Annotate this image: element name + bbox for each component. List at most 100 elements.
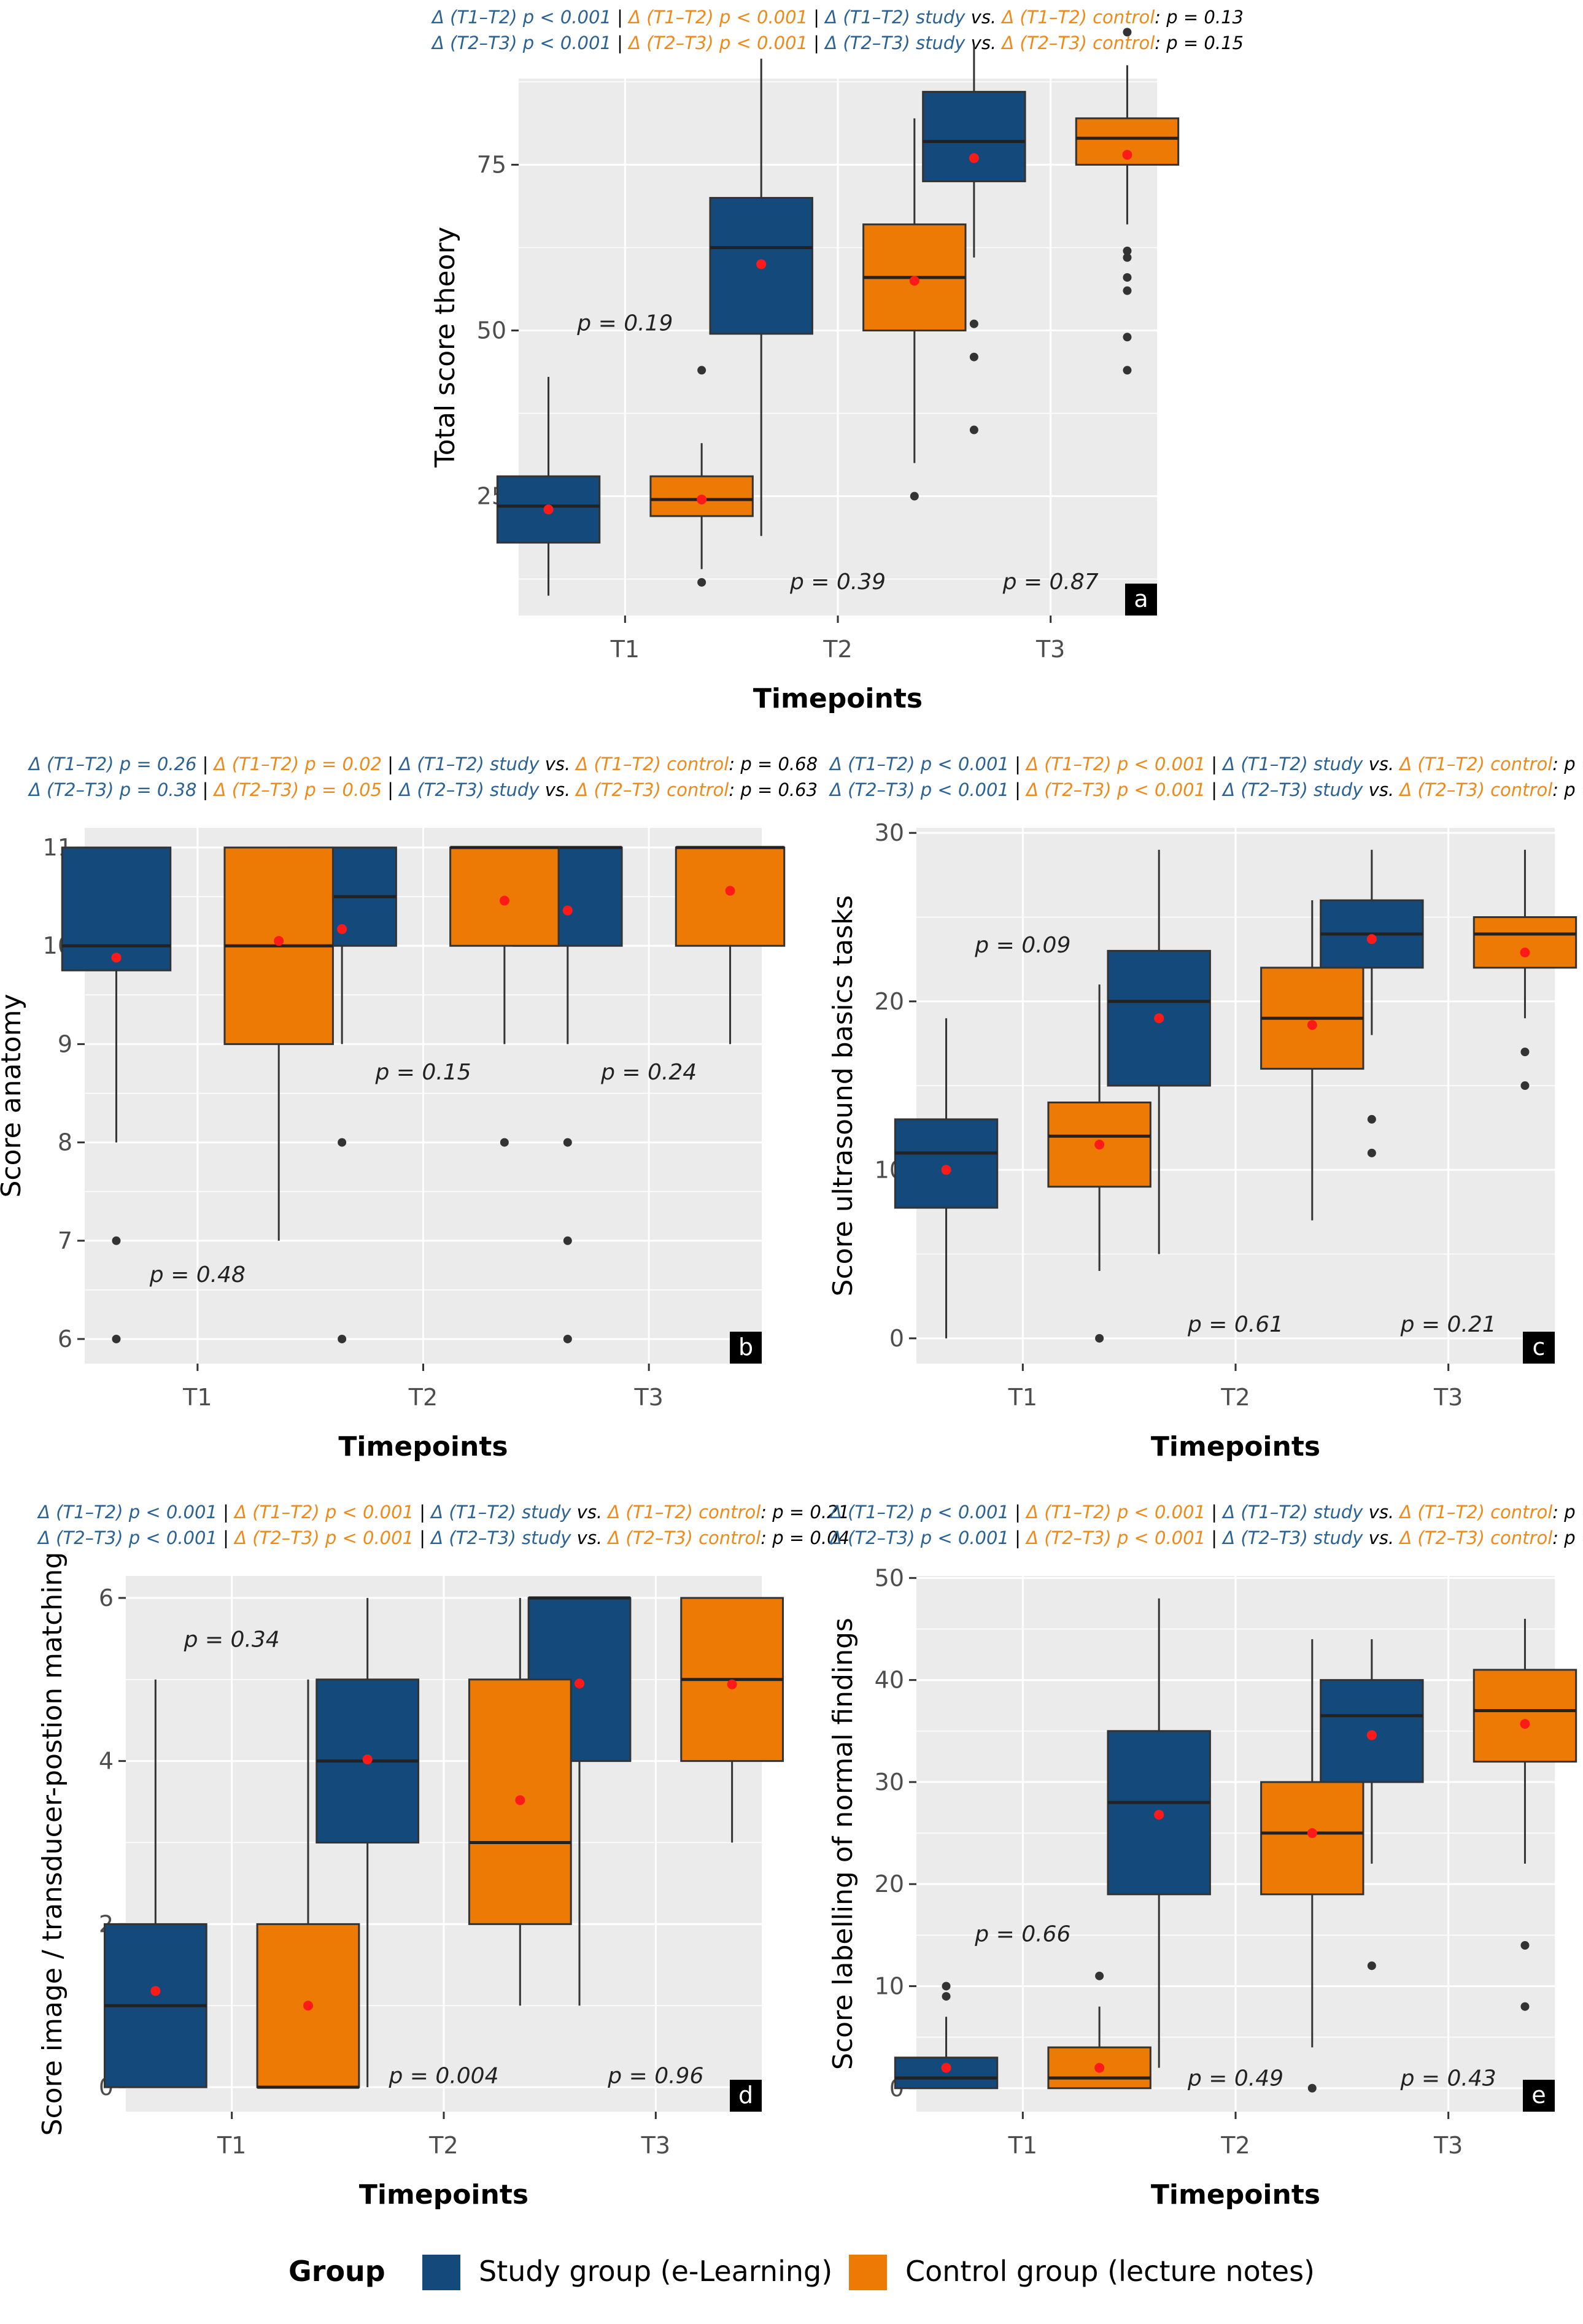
annotation-segment: Δ (T1–T2) study	[398, 754, 540, 774]
panel-tag-box	[1523, 2080, 1555, 2112]
panel-tag-box	[730, 1332, 762, 1364]
mean-point	[1366, 1730, 1377, 1740]
outlier-point	[1367, 1148, 1376, 1157]
outlier-point	[1520, 1048, 1530, 1057]
annotation-segment: |	[611, 33, 629, 53]
outlier-point	[1123, 246, 1132, 255]
annotation-segment: Δ (T1–T2) control	[575, 754, 729, 774]
x-axis-title: Timepoints	[1151, 2179, 1320, 2210]
outlier-point	[1520, 1081, 1530, 1091]
mean-point	[1520, 948, 1530, 958]
x-tick-label: T2	[408, 1384, 438, 1411]
outlier-point	[338, 1334, 347, 1343]
annotation-segment: Δ (T2–T3) study	[1221, 779, 1363, 800]
y-tick-label: 50	[477, 317, 506, 344]
annotation-segment: Δ (T1–T2) p = 0.26	[28, 754, 196, 774]
mean-point	[909, 276, 919, 286]
y-tick-label: 75	[477, 151, 506, 178]
y-axis-title: Score anatomy	[0, 994, 27, 1197]
annotation-segment: Δ (T1–T2) p < 0.001	[829, 1502, 1009, 1523]
annotation-segment: : p = 0.06	[1552, 1527, 1583, 1548]
mean-point	[725, 886, 735, 896]
box-control-T1	[649, 366, 754, 587]
mean-point	[941, 1165, 951, 1175]
box-control-T3	[675, 846, 786, 1044]
annotation-segment: : p = 0.21	[761, 1502, 850, 1523]
box-control-T2	[468, 1597, 572, 2006]
legend: Group Study group (e-Learning) Control gro…	[288, 2255, 1315, 2290]
mean-point	[727, 1679, 737, 1689]
x-axis-title: Timepoints	[338, 1431, 508, 1462]
y-tick-label: 20	[875, 1870, 904, 1897]
annotation-segment: : p = 0.99	[1552, 1502, 1583, 1523]
legend-swatch	[849, 2255, 887, 2290]
p-value-label: p = 0.19	[576, 311, 673, 336]
y-tick-label: 10	[875, 1972, 904, 1999]
outlier-point	[697, 366, 706, 375]
annotation-segment: Δ (T2–T3) p = 0.38	[28, 779, 196, 800]
mean-point	[1154, 1810, 1164, 1820]
outlier-point	[1367, 1961, 1376, 1971]
outlier-point	[1123, 366, 1132, 375]
box-study-T1	[103, 1679, 207, 2088]
outlier-point	[1123, 286, 1132, 295]
y-tick-label: 0	[889, 1325, 904, 1352]
annotation-segment: Δ (T1–T2) p < 0.001	[37, 1502, 217, 1523]
legend-label: Study group (e-Learning)	[479, 2255, 832, 2288]
annotation-segment: Δ (T2–T3) p < 0.001	[627, 33, 808, 53]
outlier-point	[1123, 273, 1132, 282]
annotation-segment: Δ (T1–T2) control	[606, 1502, 761, 1523]
mean-point	[1094, 1140, 1105, 1150]
panel-tag-label: b	[738, 1334, 753, 1361]
box-control-T1	[223, 846, 334, 1241]
annotation-segment: Δ (T1–T2) control	[1001, 7, 1155, 28]
x-axis-title: Timepoints	[359, 2179, 528, 2210]
x-tick-label: T3	[1035, 636, 1065, 663]
annotation-segment: Δ (T1–T2) p < 0.001	[829, 754, 1009, 774]
y-tick-label: 8	[58, 1129, 72, 1156]
p-value-label: p = 0.15	[374, 1060, 471, 1085]
annotation-segment: |	[196, 779, 214, 800]
outlier-point	[1520, 1940, 1530, 1950]
annotation-line: Δ (T2–T3) p < 0.001 | Δ (T2–T3) p < 0.00…	[431, 33, 1244, 53]
outlier-point	[500, 1138, 509, 1147]
panel-a: Δ (T1–T2) p < 0.001 | Δ (T1–T2) p < 0.00…	[430, 7, 1244, 714]
outlier-point	[910, 492, 919, 501]
outlier-point	[969, 425, 978, 434]
annotation-segment: Δ (T2–T3) study	[398, 779, 540, 800]
outlier-point	[1307, 2083, 1317, 2093]
outlier-point	[1123, 253, 1132, 262]
annotation-segment: vs.	[1363, 754, 1399, 774]
outlier-point	[969, 319, 978, 328]
box-control-T3	[680, 1597, 784, 1843]
annotation-segment: |	[217, 1502, 234, 1523]
mean-point	[697, 494, 707, 504]
mean-point	[575, 1678, 585, 1689]
box-iqr	[675, 846, 786, 947]
legend-label: Control group (lecture notes)	[905, 2255, 1315, 2288]
mean-point	[1366, 934, 1377, 944]
annotation-line: Δ (T2–T3) p < 0.001 | Δ (T2–T3) p < 0.00…	[37, 1527, 850, 1548]
mean-point	[274, 936, 284, 946]
mean-point	[1307, 1020, 1317, 1030]
box-study-T3	[1320, 849, 1424, 1157]
y-tick-label: 50	[875, 1564, 904, 1591]
x-tick-label: T1	[1008, 2132, 1037, 2159]
y-tick-label: 6	[99, 1585, 114, 1612]
p-value-label: p = 0.24	[600, 1060, 697, 1085]
box-control-T2	[449, 846, 560, 1147]
annotation-segment: vs.	[965, 7, 1002, 28]
annotation-segment: vs.	[571, 1502, 608, 1523]
x-tick-label: T1	[217, 2132, 246, 2159]
annotation-segment: |	[1009, 1502, 1026, 1523]
box-control-T3	[1473, 1618, 1577, 2011]
p-value-label: p = 0.21	[1400, 1312, 1496, 1337]
mean-point	[1154, 1013, 1164, 1024]
outlier-point	[1520, 2002, 1530, 2011]
mean-point	[1122, 150, 1132, 160]
annotation-segment: vs.	[571, 1527, 608, 1548]
annotation-segment: |	[382, 754, 399, 774]
box-iqr	[1473, 916, 1577, 969]
annotation-segment: vs.	[539, 754, 576, 774]
panel-tag-label: a	[1134, 585, 1148, 612]
